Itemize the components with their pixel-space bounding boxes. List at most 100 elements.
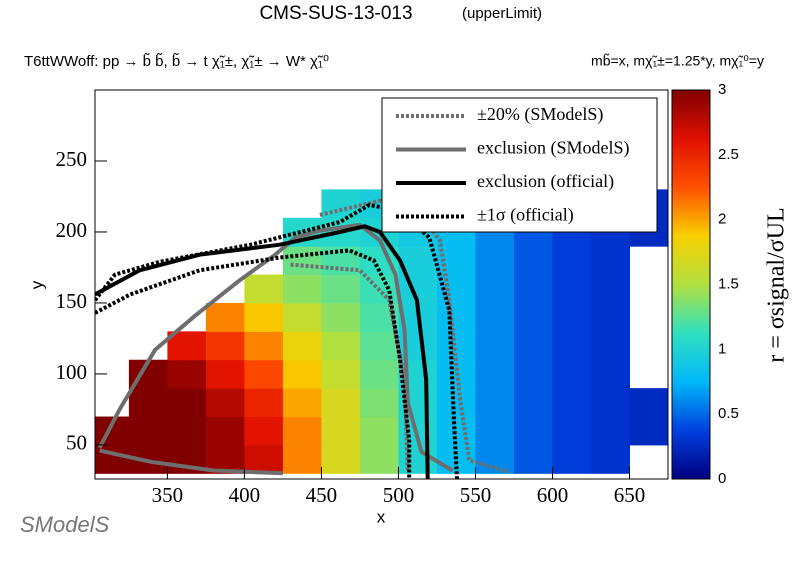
legend: ±20% (SModelS) exclusion (SModelS) exclusi…	[381, 97, 658, 233]
heat-cell	[244, 302, 284, 332]
heat-cell	[128, 388, 168, 418]
contour-line	[97, 222, 454, 476]
heat-cell	[590, 444, 630, 474]
x-tick-label: 400	[229, 483, 261, 507]
heat-cell	[359, 444, 399, 474]
z-tick-label: 3	[718, 81, 726, 98]
heat-cell	[205, 388, 245, 418]
y-axis-label: y	[27, 280, 46, 289]
title-note: (upperLimit)	[462, 5, 542, 22]
colorbar	[671, 89, 711, 480]
heat-cell	[244, 444, 284, 474]
heat-cell	[475, 331, 515, 361]
y-tick-label: 250	[56, 147, 88, 171]
contours	[95, 198, 510, 479]
heat-cell	[513, 246, 553, 276]
axes: 350 400 450 500 550 600 650 50 100 150 200 250 0 0.5 1…	[56, 81, 739, 507]
heat-cell	[590, 388, 630, 418]
heat-cell	[321, 416, 361, 446]
heat-cell	[552, 444, 592, 474]
z-tick-label: 1.5	[718, 275, 739, 292]
heat-cell	[282, 274, 322, 304]
heat-cell	[552, 274, 592, 304]
legend-label: exclusion (SModelS)	[477, 138, 630, 159]
x-tick-label: 650	[614, 483, 646, 507]
legend-label: ±1σ (official)	[477, 205, 574, 226]
contour-line	[95, 203, 459, 479]
heat-cell	[282, 359, 322, 389]
heat-cell	[590, 416, 630, 446]
heat-cell	[244, 359, 284, 389]
heat-cell	[167, 359, 207, 389]
heat-cell	[167, 388, 207, 418]
heat-cell	[590, 331, 630, 361]
heat-cell	[590, 274, 630, 304]
x-tick-label: 450	[306, 483, 338, 507]
x-tick-label: 350	[152, 483, 184, 507]
heat-cell	[552, 388, 592, 418]
contour-line	[95, 224, 430, 479]
heat-cell	[436, 302, 476, 332]
heat-cell	[475, 388, 515, 418]
heat-cell	[282, 416, 322, 446]
heat-cell	[321, 331, 361, 361]
heat-cell	[205, 359, 245, 389]
x-tick-label: 500	[383, 483, 415, 507]
heat-cell	[629, 416, 668, 446]
heat-cell	[321, 359, 361, 389]
heat-cell	[436, 331, 476, 361]
x-axis-label: x	[377, 507, 386, 526]
z-tick-label: 1	[718, 340, 726, 357]
heat-cell	[552, 302, 592, 332]
heat-cell	[244, 416, 284, 446]
heat-cell	[513, 359, 553, 389]
x-tick-label: 550	[460, 483, 492, 507]
heat-cell	[359, 359, 399, 389]
heat-cell	[282, 302, 322, 332]
heat-cell	[282, 388, 322, 418]
z-tick-label: 2.5	[718, 146, 739, 163]
heat-cell	[205, 302, 245, 332]
heat-cell	[475, 359, 515, 389]
z-tick-label: 0.5	[718, 405, 739, 422]
plot-frame	[94, 89, 669, 480]
heat-cell	[590, 246, 630, 276]
heat-cell	[128, 416, 168, 446]
heat-cell	[475, 246, 515, 276]
y-tick-label: 150	[56, 289, 88, 313]
heat-cell	[321, 388, 361, 418]
heat-cell	[475, 302, 515, 332]
heat-cell	[321, 302, 361, 332]
heat-cell	[359, 388, 399, 418]
heat-cell	[321, 274, 361, 304]
legend-box	[381, 97, 658, 233]
heat-cell	[205, 331, 245, 361]
heat-cell	[513, 416, 553, 446]
y-tick-label: 100	[56, 360, 88, 384]
heat-cell	[590, 302, 630, 332]
heat-cell	[552, 359, 592, 389]
heat-cell	[321, 444, 361, 474]
heat-cell	[282, 444, 322, 474]
heat-cell	[552, 246, 592, 276]
heat-cell	[244, 388, 284, 418]
heat-cell	[475, 416, 515, 446]
heat-cell	[513, 331, 553, 361]
colorbar-label: r = σsignal/σUL	[764, 207, 790, 362]
logo: SModelS	[20, 512, 110, 537]
heat-cell	[552, 416, 592, 446]
heat-cell	[513, 444, 553, 474]
heat-cell	[167, 416, 207, 446]
subtitle: T6ttWWoff: pp → b̃ b̃, b̃ → t χ̃₁±, χ̃₁±…	[24, 52, 329, 69]
legend-label: ±20% (SModelS)	[477, 104, 603, 125]
heat-cell	[205, 416, 245, 446]
heat-cell	[244, 274, 284, 304]
heat-cell	[244, 331, 284, 361]
heat-cell	[513, 274, 553, 304]
y-tick-label: 50	[66, 431, 87, 455]
mass-note: mb̃=x, mχ̃₁±=1.25*y, mχ̃₁⁰=y	[591, 52, 764, 68]
y-tick-label: 200	[56, 218, 88, 242]
heat-cell	[95, 444, 130, 474]
heat-cell	[282, 246, 322, 276]
chart-title: CMS-SUS-13-013	[259, 3, 412, 24]
